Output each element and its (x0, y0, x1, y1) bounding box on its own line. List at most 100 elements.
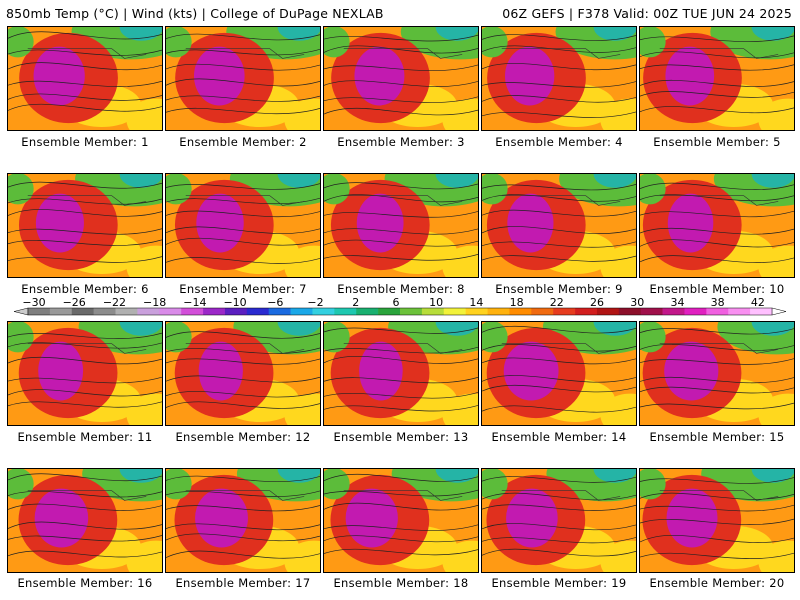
wind-streamline (482, 81, 636, 88)
temperature-region (324, 322, 350, 353)
wind-streamline (166, 226, 320, 234)
ensemble-member-label: Ensemble Member: 15 (649, 430, 785, 444)
colorbar-swatch (312, 308, 335, 315)
temperature-region (751, 469, 794, 483)
temperature-region (593, 469, 636, 483)
colorbar-swatch (378, 308, 401, 315)
temperature-region (359, 341, 403, 401)
wind-streamline (640, 376, 794, 384)
wind-streamline (482, 95, 636, 103)
wind-streamline (482, 548, 636, 557)
wind-streamline (166, 347, 320, 354)
temperature-region (505, 46, 555, 106)
political-boundary (343, 490, 463, 501)
ensemble-member-label: Ensemble Member: 13 (333, 430, 469, 444)
temperature-wind-map (482, 322, 636, 425)
wind-streamline (482, 184, 636, 191)
wind-streamline (324, 96, 478, 103)
wind-streamline (8, 228, 162, 235)
colorbar-swatch (596, 308, 620, 315)
wind-streamline (8, 356, 162, 365)
political-boundary (659, 195, 779, 206)
colorbar-swatch (662, 308, 685, 315)
political-boundary (501, 343, 621, 354)
political-boundary (659, 490, 779, 501)
colorbar-swatch (465, 308, 488, 315)
wind-streamline (8, 490, 162, 498)
ensemble-member-label: Ensemble Member: 1 (21, 135, 149, 149)
temperature-region (593, 174, 636, 188)
political-boundary (659, 343, 779, 354)
wind-streamline (640, 552, 794, 559)
wind-streamline (8, 473, 162, 482)
colorbar-tick-label: 2 (352, 296, 360, 309)
temperature-region (119, 27, 162, 41)
wind-streamline (482, 537, 636, 544)
colorbar-tick-label: 26 (590, 296, 605, 309)
wind-streamline (640, 477, 794, 484)
colorbar-tick-label: 34 (670, 296, 685, 309)
political-boundary (659, 48, 779, 59)
wind-streamline (324, 45, 478, 54)
colorbar-swatch (640, 308, 663, 315)
temperature-region (640, 174, 666, 205)
temperature-region (435, 322, 478, 336)
ensemble-map-panel (165, 173, 321, 278)
wind-streamline (166, 490, 320, 497)
wind-streamline (166, 358, 320, 365)
wind-streamline (8, 389, 162, 397)
temperature-region (593, 322, 636, 336)
wind-streamline (640, 535, 794, 543)
wind-streamline (324, 228, 478, 235)
temperature-wind-map (324, 322, 478, 425)
wind-streamline (640, 328, 794, 335)
wind-streamline (8, 62, 162, 71)
temperature-region (8, 174, 34, 205)
ensemble-member-label: Ensemble Member: 6 (21, 282, 149, 296)
wind-streamline (640, 239, 794, 248)
wind-streamline (640, 91, 794, 98)
temperature-region (666, 488, 718, 548)
temperature-region (507, 193, 554, 253)
temperature-region (506, 488, 558, 548)
temperature-region (667, 193, 714, 253)
wind-streamline (324, 489, 478, 497)
wind-streamline (640, 194, 794, 202)
ensemble-map-panel (481, 321, 637, 426)
temperature-region (193, 46, 245, 106)
colorbar-swatch (487, 308, 510, 315)
wind-streamline (640, 35, 794, 42)
colorbar-swatch (203, 308, 226, 315)
model-run-info: 06Z GEFS | F378 Valid: 00Z TUE JUN 24 20… (502, 6, 792, 21)
ensemble-map-panel (639, 321, 795, 426)
colorbar-tick-label: 18 (509, 296, 524, 309)
temperature-region (345, 488, 398, 548)
ensemble-map-panel (323, 468, 479, 573)
wind-streamline (482, 325, 636, 334)
wind-streamline (8, 31, 162, 40)
political-boundary (27, 343, 147, 354)
political-boundary (185, 343, 305, 354)
ensemble-member-label: Ensemble Member: 14 (491, 430, 627, 444)
wind-streamline (482, 194, 636, 202)
colorbar-tick-label: −14 (183, 296, 207, 309)
wind-streamline (324, 346, 478, 354)
wind-streamline (166, 107, 320, 115)
temperature-wind-map (482, 469, 636, 572)
colorbar-tick-label: −10 (223, 296, 247, 309)
ensemble-member-label: Ensemble Member: 19 (491, 576, 627, 590)
temperature-region (277, 322, 320, 336)
temperature-wind-map (166, 469, 320, 572)
temperature-wind-map (324, 27, 478, 130)
temperature-wind-map (8, 322, 162, 425)
colorbar-tick-label: −22 (102, 296, 127, 309)
wind-streamline (324, 524, 478, 531)
wind-streamline (166, 550, 320, 559)
wind-streamline (482, 523, 636, 531)
political-boundary (185, 490, 305, 501)
temperature-colorbar (13, 307, 787, 316)
colorbar-swatch (159, 308, 182, 315)
wind-streamline (8, 49, 162, 56)
ensemble-map-panel (323, 26, 479, 131)
temperature-wind-map (166, 322, 320, 425)
